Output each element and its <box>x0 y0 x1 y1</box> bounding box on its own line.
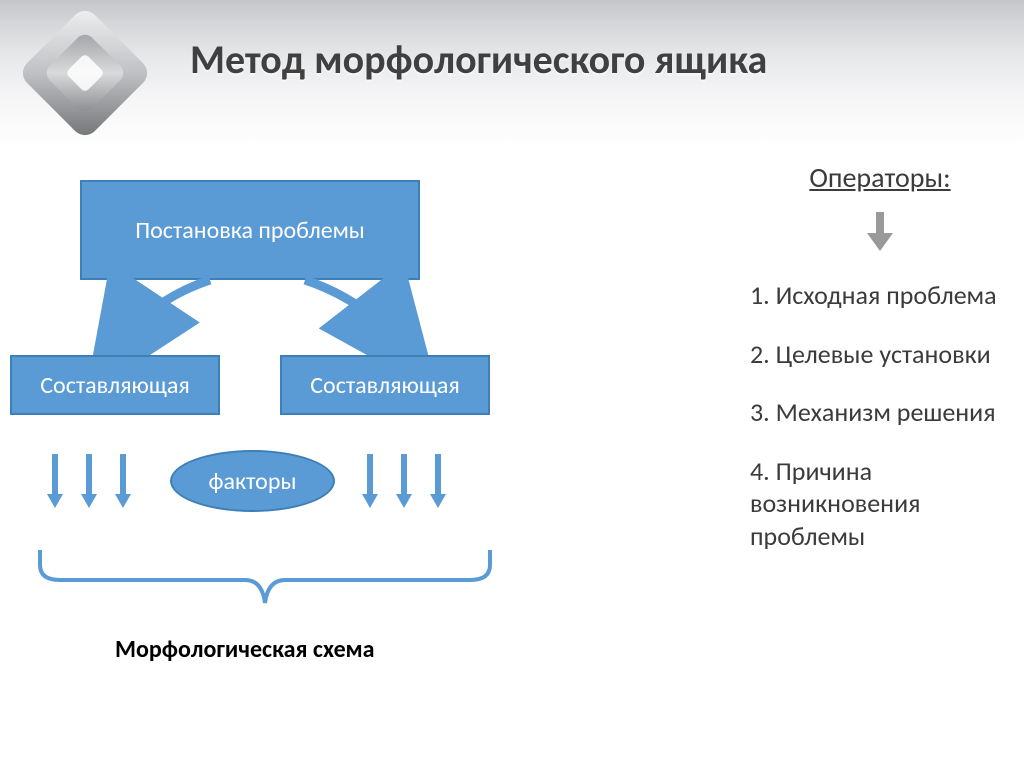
diagram-caption: Морфологическая схема <box>115 635 374 664</box>
node-problem: Постановка проблемы <box>80 180 420 280</box>
node-factors: факторы <box>170 450 335 512</box>
edge-problem-to-comp1 <box>80 270 260 365</box>
node-comp2: Составляющая <box>280 355 490 415</box>
operator-item: 1. Исходная проблема <box>750 279 1010 312</box>
curly-bracket <box>30 545 500 625</box>
operators-title: Операторы: <box>750 160 1010 195</box>
operators-panel: Операторы: 1. Исходная проблема 2. Целев… <box>750 160 1010 552</box>
down-arrow-icon <box>863 209 897 253</box>
node-label: Составляющая <box>310 371 459 400</box>
node-comp1: Составляющая <box>10 355 220 415</box>
edge-problem-to-comp2 <box>250 270 440 365</box>
arrow-group-right <box>360 450 470 520</box>
slide-title: Метод морфологического ящика <box>190 35 767 84</box>
operator-item: 2. Целевые установки <box>750 338 1010 371</box>
flowchart: Постановка проблемы Составляющая Составл… <box>0 160 720 760</box>
node-label: Составляющая <box>40 371 189 400</box>
node-label: Постановка проблемы <box>135 216 365 245</box>
operator-item: 4. Причина возникновения проблемы <box>750 455 1010 553</box>
slide: Метод морфологического ящика Постановка … <box>0 0 1024 767</box>
logo-diamond-icon <box>20 8 150 138</box>
operator-item: 3. Механизм решения <box>750 396 1010 429</box>
node-label: факторы <box>209 467 297 496</box>
arrow-group-left <box>45 450 155 520</box>
